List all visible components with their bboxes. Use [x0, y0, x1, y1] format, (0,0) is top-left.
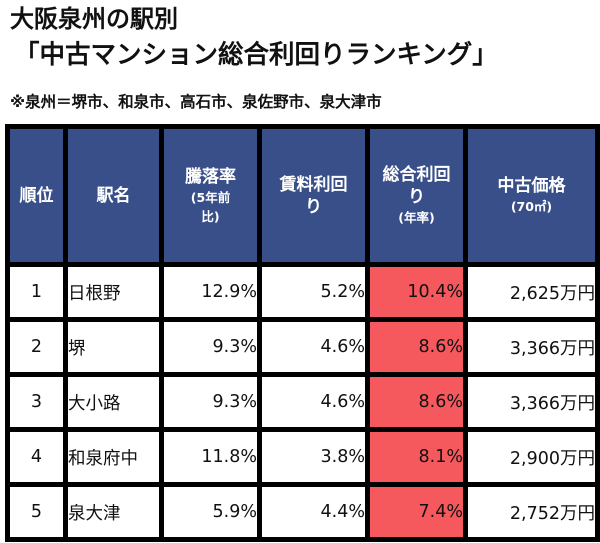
cell-rank: 2: [5, 317, 68, 378]
cell-rent-yield: 5.2%: [257, 262, 370, 323]
table-row: 4 和泉府中 11.8% 3.8% 8.1% 2,900万円: [5, 427, 600, 488]
cell-station: 和泉府中: [63, 427, 164, 488]
cell-total-yield: 7.4%: [365, 482, 468, 542]
ranking-table: 順位 駅名 騰落率 (5年前比) 賃料利回り 総合利回り (年率) 中古価格 (…: [5, 123, 600, 542]
cell-rent-yield: 4.6%: [257, 372, 370, 433]
header-change: 騰落率 (5年前比): [159, 123, 262, 268]
area-note: ※泉州＝堺市、和泉市、高石市、泉佐野市、泉大津市: [10, 93, 382, 111]
cell-station: 堺: [63, 317, 164, 378]
cell-total-yield: 10.4%: [365, 262, 468, 323]
cell-total-yield: 8.6%: [365, 317, 468, 378]
cell-price: 2,752万円: [463, 482, 600, 542]
cell-station: 日根野: [63, 262, 164, 323]
cell-change: 5.9%: [159, 482, 262, 542]
table-row: 3 大小路 9.3% 4.6% 8.6% 3,366万円: [5, 372, 600, 433]
header-rent-yield: 賃料利回り: [257, 123, 370, 268]
table-row: 5 泉大津 5.9% 4.4% 7.4% 2,752万円: [5, 482, 600, 542]
page-subtitle: 「中古マンション総合利回りランキング」: [14, 40, 498, 70]
header-rank: 順位: [5, 123, 68, 268]
cell-total-yield: 8.6%: [365, 372, 468, 433]
table-row: 1 日根野 12.9% 5.2% 10.4% 2,625万円: [5, 262, 600, 323]
cell-change: 9.3%: [159, 317, 262, 378]
table-row: 2 堺 9.3% 4.6% 8.6% 3,366万円: [5, 317, 600, 378]
cell-rank: 1: [5, 262, 68, 323]
cell-rank: 5: [5, 482, 68, 542]
cell-rent-yield: 4.4%: [257, 482, 370, 542]
cell-rent-yield: 3.8%: [257, 427, 370, 488]
cell-price: 3,366万円: [463, 372, 600, 433]
cell-change: 12.9%: [159, 262, 262, 323]
header-station: 駅名: [63, 123, 164, 268]
cell-rent-yield: 4.6%: [257, 317, 370, 378]
cell-price: 2,900万円: [463, 427, 600, 488]
cell-price: 2,625万円: [463, 262, 600, 323]
cell-station: 泉大津: [63, 482, 164, 542]
header-total-yield: 総合利回り (年率): [365, 123, 468, 268]
cell-station: 大小路: [63, 372, 164, 433]
cell-rank: 4: [5, 427, 68, 488]
cell-rank: 3: [5, 372, 68, 433]
header-price: 中古価格 (70㎡): [463, 123, 600, 268]
cell-change: 9.3%: [159, 372, 262, 433]
page-title: 大阪泉州の駅別: [10, 5, 178, 33]
cell-change: 11.8%: [159, 427, 262, 488]
table-header-row: 順位 駅名 騰落率 (5年前比) 賃料利回り 総合利回り (年率) 中古価格 (…: [5, 123, 600, 268]
cell-total-yield: 8.1%: [365, 427, 468, 488]
cell-price: 3,366万円: [463, 317, 600, 378]
